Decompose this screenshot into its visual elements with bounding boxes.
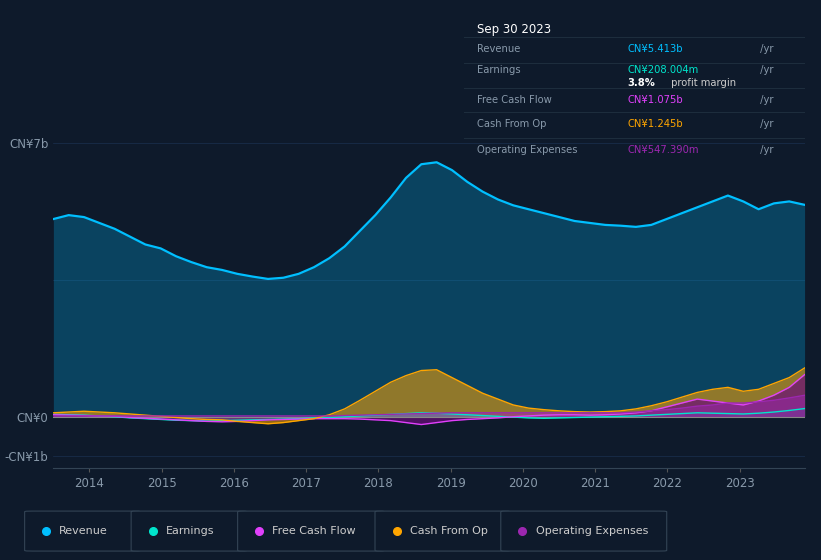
Text: /yr: /yr: [757, 44, 773, 54]
Text: 3.8%: 3.8%: [627, 78, 655, 87]
Text: Earnings: Earnings: [478, 65, 521, 75]
Text: Cash From Op: Cash From Op: [478, 119, 547, 129]
Text: CN¥208.004m: CN¥208.004m: [627, 65, 699, 75]
Text: Revenue: Revenue: [478, 44, 521, 54]
Text: CN¥547.390m: CN¥547.390m: [627, 144, 699, 155]
FancyBboxPatch shape: [237, 511, 384, 551]
Text: Operating Expenses: Operating Expenses: [535, 526, 648, 535]
Text: Operating Expenses: Operating Expenses: [478, 144, 578, 155]
Text: CN¥5.413b: CN¥5.413b: [627, 44, 683, 54]
Text: /yr: /yr: [757, 119, 773, 129]
Text: Earnings: Earnings: [166, 526, 214, 535]
Text: /yr: /yr: [757, 144, 773, 155]
Text: Free Cash Flow: Free Cash Flow: [273, 526, 356, 535]
Text: Revenue: Revenue: [59, 526, 108, 535]
Text: Cash From Op: Cash From Op: [410, 526, 488, 535]
Text: /yr: /yr: [757, 65, 773, 75]
Text: profit margin: profit margin: [668, 78, 736, 87]
Text: Sep 30 2023: Sep 30 2023: [478, 23, 552, 36]
FancyBboxPatch shape: [131, 511, 247, 551]
Text: /yr: /yr: [757, 95, 773, 105]
FancyBboxPatch shape: [501, 511, 667, 551]
Text: Free Cash Flow: Free Cash Flow: [478, 95, 553, 105]
FancyBboxPatch shape: [25, 511, 140, 551]
Text: CN¥1.245b: CN¥1.245b: [627, 119, 683, 129]
Text: CN¥1.075b: CN¥1.075b: [627, 95, 683, 105]
FancyBboxPatch shape: [375, 511, 510, 551]
